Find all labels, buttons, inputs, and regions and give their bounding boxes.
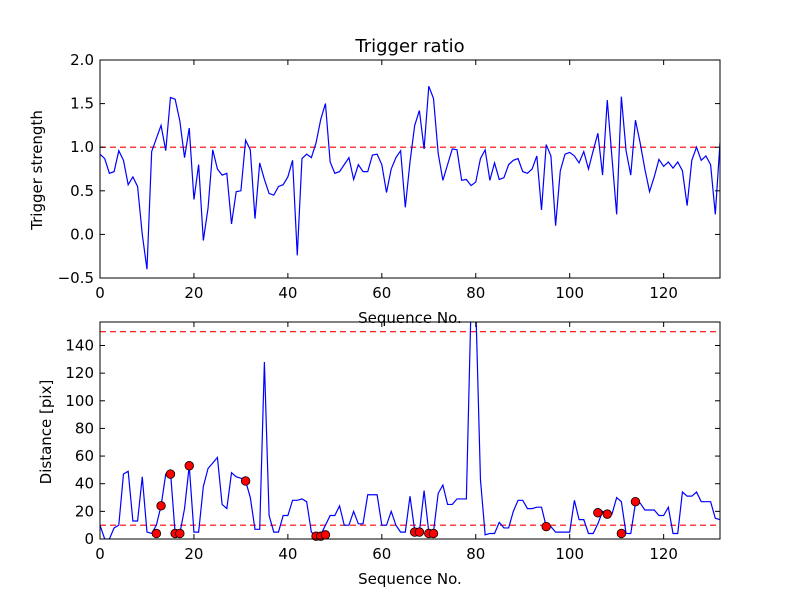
data-point-marker <box>165 469 176 479</box>
data-point-marker <box>428 528 439 539</box>
x-tick-label: 20 <box>184 545 203 563</box>
data-point-marker <box>184 461 194 471</box>
x-tick-label: 0 <box>95 284 105 302</box>
x-tick-label: 40 <box>278 284 297 302</box>
data-point-marker <box>151 528 162 539</box>
plot-area <box>100 85 720 270</box>
y-tick-label: 140 <box>65 336 94 354</box>
distance-panel: Distance [pix] Sequence No. 0 20 40 60 80 100… <box>37 321 721 588</box>
y-axis-label: Distance [pix] <box>37 380 55 485</box>
x-tick-label: 120 <box>649 284 678 302</box>
data-point-marker <box>175 528 185 539</box>
x-tick-label: 80 <box>466 284 485 302</box>
chart-title: Trigger ratio <box>354 36 464 57</box>
axes-frame <box>99 321 721 540</box>
series-line <box>100 85 720 270</box>
y-tick-label: −0.5 <box>58 269 94 287</box>
y-axis-label: Trigger strength <box>28 110 46 231</box>
x-tick-label: 60 <box>372 545 391 563</box>
y-tick-label: 1.5 <box>70 95 94 113</box>
x-tick-label: 100 <box>555 284 584 302</box>
x-axis-label: Sequence No. <box>358 570 462 588</box>
x-tick-label: 20 <box>184 284 203 302</box>
x-tick-label: 0 <box>95 545 105 563</box>
y-tick-label: 1.0 <box>70 138 94 156</box>
y-tick-label: 20 <box>75 502 94 520</box>
data-point-marker <box>156 501 166 511</box>
y-tick-label: 80 <box>75 419 94 437</box>
x-tick-label: 60 <box>372 284 391 302</box>
x-tick-label: 120 <box>649 545 678 563</box>
x-axis-label: Sequence No. <box>358 309 462 327</box>
data-point-marker <box>541 521 551 532</box>
y-tick-label: 0.0 <box>70 225 94 243</box>
y-tick-label: 0 <box>84 530 94 548</box>
y-tick-label: 40 <box>75 475 94 493</box>
data-point-marker <box>414 527 425 537</box>
y-tick-label: 100 <box>65 392 94 410</box>
data-point-marker <box>240 476 251 486</box>
data-point-marker <box>630 496 641 507</box>
x-tick-label: 40 <box>278 545 297 563</box>
data-point-marker <box>593 508 603 518</box>
y-tick-label: 0.5 <box>70 182 94 200</box>
y-tick-label: 120 <box>65 364 94 382</box>
trigger-ratio-panel: Trigger ratio Trigger strength Sequence … <box>28 36 721 327</box>
axes-frame <box>99 59 721 279</box>
data-point-marker <box>602 509 612 519</box>
y-tick-label: 60 <box>75 447 94 465</box>
x-tick-label: 80 <box>466 545 485 563</box>
y-tick-label: 2.0 <box>70 51 94 69</box>
data-point-marker <box>616 528 627 539</box>
data-point-marker <box>320 530 331 540</box>
x-tick-label: 100 <box>555 545 584 563</box>
